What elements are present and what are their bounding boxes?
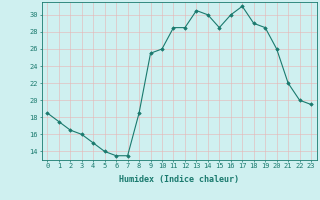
X-axis label: Humidex (Indice chaleur): Humidex (Indice chaleur): [119, 175, 239, 184]
